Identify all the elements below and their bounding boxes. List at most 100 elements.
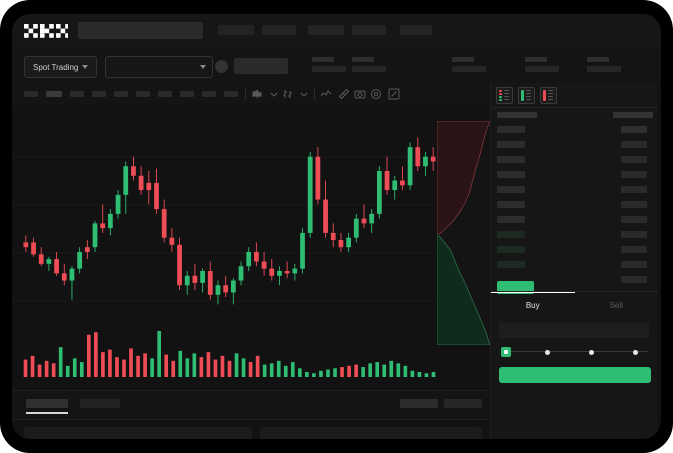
- chevron-down-icon: [82, 65, 89, 69]
- depth-chart-overlay: [437, 121, 490, 345]
- tab-open-orders[interactable]: [26, 399, 68, 408]
- trades-row: [621, 141, 647, 148]
- ticker-stat-4: [587, 57, 621, 72]
- nav-item-2[interactable]: [308, 25, 344, 35]
- search-input[interactable]: [78, 22, 203, 39]
- nav-item-4[interactable]: [400, 25, 432, 35]
- trades-row: [621, 156, 647, 163]
- trades-row: [621, 216, 647, 223]
- timeframe-2[interactable]: [70, 91, 84, 97]
- candle-chart-icon[interactable]: [252, 88, 264, 100]
- timeframe-7[interactable]: [180, 91, 194, 97]
- trades-row: [621, 201, 647, 208]
- orderbook-view-modes: [496, 87, 557, 104]
- stat-label: [525, 57, 547, 62]
- price-chart[interactable]: [12, 105, 490, 390]
- toolbar-divider: [245, 88, 246, 100]
- chart-toolbar: [12, 83, 490, 106]
- slider-dot-25[interactable]: [545, 349, 550, 355]
- timeframe-9[interactable]: [224, 91, 238, 97]
- orderbook-trade-panel: Buy Sell: [490, 83, 658, 439]
- orderbook-ask-row[interactable]: [497, 156, 525, 163]
- submit-buy-button[interactable]: [499, 367, 651, 383]
- orderbook-bid-row[interactable]: [497, 231, 525, 238]
- orderbook-ask-row[interactable]: [497, 141, 525, 148]
- orderbook-header-right: [613, 112, 653, 118]
- trades-row: [621, 126, 647, 133]
- timeframe-4[interactable]: [114, 91, 128, 97]
- timeframe-3[interactable]: [92, 91, 106, 97]
- volume-series: [23, 331, 436, 377]
- candlestick-series: [23, 137, 436, 305]
- bar-chart-icon[interactable]: [282, 88, 294, 100]
- indicators-icon[interactable]: [338, 88, 350, 100]
- trading-pair-select[interactable]: [105, 56, 213, 78]
- orderbook-ask-row[interactable]: [497, 216, 525, 223]
- orderbook-ask-row[interactable]: [497, 126, 525, 133]
- stat-label: [452, 57, 474, 62]
- ticker-stat-3: [525, 57, 559, 72]
- order-price-field[interactable]: [499, 323, 649, 338]
- ticker-stat-0: [312, 57, 346, 72]
- orderbook-asks-icon[interactable]: [540, 87, 557, 104]
- spot-trading-label: Spot Trading: [33, 62, 79, 72]
- orders-action-1[interactable]: [444, 399, 482, 408]
- toolbar-divider: [314, 88, 315, 100]
- chevron-down-icon[interactable]: [268, 88, 280, 100]
- tab-order-history[interactable]: [80, 399, 120, 408]
- ticker-stat-1: [352, 57, 386, 72]
- orderbook-bid-row[interactable]: [497, 246, 525, 253]
- tab-sell[interactable]: Sell: [609, 300, 623, 310]
- candlestick-chart-svg: [12, 137, 490, 377]
- stat-label: [352, 57, 374, 62]
- tab-active-underline: [26, 412, 68, 414]
- nav-item-0[interactable]: [218, 25, 254, 35]
- orderbook-bids-icon[interactable]: [518, 87, 535, 104]
- settings-gear-icon[interactable]: [370, 88, 382, 100]
- stat-label: [312, 57, 334, 62]
- buy-sell-tabs: Buy Sell: [491, 291, 658, 318]
- timeframe-1-active[interactable]: [46, 91, 62, 97]
- timeframe-0[interactable]: [24, 91, 38, 97]
- orderbook-bid-row[interactable]: [497, 261, 525, 268]
- orders-tabbar: [12, 390, 490, 420]
- stat-value: [587, 66, 621, 72]
- orders-action-0[interactable]: [400, 399, 438, 408]
- timeframe-6[interactable]: [158, 91, 172, 97]
- orderbook-spread-highlight[interactable]: [497, 281, 534, 294]
- stat-value: [525, 66, 559, 72]
- trades-row: [621, 261, 647, 268]
- slider-dot-50[interactable]: [589, 349, 594, 355]
- orderbook-ask-row[interactable]: [497, 171, 525, 178]
- slider-track: [505, 351, 648, 352]
- line-chart-icon[interactable]: [320, 88, 332, 100]
- chevron-down-icon: [200, 65, 206, 69]
- trades-row: [621, 276, 647, 283]
- slider-dot-75[interactable]: [633, 349, 638, 355]
- okx-logo[interactable]: [24, 24, 68, 38]
- stat-value: [452, 66, 486, 72]
- order-amount-slider[interactable]: [501, 347, 648, 357]
- fullscreen-icon[interactable]: [388, 88, 400, 100]
- orderbook-ask-row[interactable]: [497, 186, 525, 193]
- chevron-down-icon[interactable]: [298, 88, 310, 100]
- trades-row: [621, 171, 647, 178]
- tab-buy[interactable]: Buy: [491, 292, 575, 318]
- stat-label: [587, 57, 609, 62]
- orders-panel-right: [260, 427, 482, 439]
- app-header: [12, 14, 661, 49]
- orderbook-both-icon[interactable]: [496, 87, 513, 104]
- timeframe-5[interactable]: [136, 91, 150, 97]
- slider-handle[interactable]: [501, 347, 511, 357]
- nav-item-1[interactable]: [262, 25, 296, 35]
- spot-trading-selector[interactable]: Spot Trading: [24, 56, 98, 78]
- stat-value: [352, 66, 386, 72]
- camera-icon[interactable]: [354, 88, 366, 100]
- orderbook-ask-row[interactable]: [497, 201, 525, 208]
- nav-item-3[interactable]: [352, 25, 386, 35]
- chart-gridlines: [12, 156, 490, 302]
- timeframe-8[interactable]: [202, 91, 216, 97]
- orderbook-header-left: [497, 112, 537, 118]
- panel-divider: [491, 107, 658, 108]
